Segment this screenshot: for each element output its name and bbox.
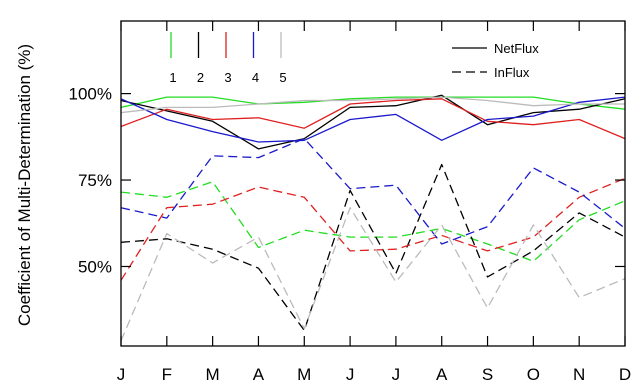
color-legend-label-4: 4: [252, 70, 259, 85]
y-tick-label: 50%: [78, 257, 112, 276]
x-tick-label: O: [527, 365, 540, 384]
x-tick-label: D: [619, 365, 631, 384]
color-legend-label-2: 2: [197, 70, 204, 85]
color-legend-label-5: 5: [279, 70, 286, 85]
series-netflux-1: [120, 96, 626, 110]
series-netflux-4: [120, 96, 626, 143]
series-influx-2: [120, 163, 626, 332]
ticks-layer: J F M A M J J A S O N D 50% 75% 100%: [69, 21, 631, 384]
x-tick-label: A: [253, 365, 265, 384]
y-tick-label: 100%: [69, 85, 112, 104]
series-layer: [120, 94, 626, 342]
style-legend-label-netflux: NetFlux: [494, 41, 539, 56]
y-axis-title: Coefficient of Multi-Determination (%): [15, 44, 34, 326]
x-tick-label: N: [573, 365, 585, 384]
x-tick-label: S: [482, 365, 493, 384]
plot-frame: [120, 20, 626, 347]
x-tick-label: J: [392, 365, 401, 384]
style-legend-label-influx: InFlux: [494, 65, 530, 80]
legend-layer: 1 2 3 4 5 NetFlux InFlux: [169, 32, 539, 85]
series-netflux-2: [120, 94, 626, 150]
x-tick-label: J: [117, 365, 126, 384]
color-legend-label-1: 1: [169, 70, 176, 85]
series-influx-5: [120, 207, 626, 342]
series-influx-4: [120, 137, 626, 245]
color-legend-label-3: 3: [224, 70, 231, 85]
series-netflux-5: [120, 96, 625, 114]
x-tick-label: M: [206, 365, 220, 384]
series-netflux-3: [120, 98, 626, 140]
x-tick-label: J: [346, 365, 355, 384]
x-tick-label: A: [436, 365, 448, 384]
series-influx-3: [120, 177, 626, 281]
x-tick-label: F: [162, 365, 172, 384]
x-tick-label: M: [297, 365, 311, 384]
y-tick-label: 75%: [78, 171, 112, 190]
series-influx-1: [120, 181, 626, 262]
